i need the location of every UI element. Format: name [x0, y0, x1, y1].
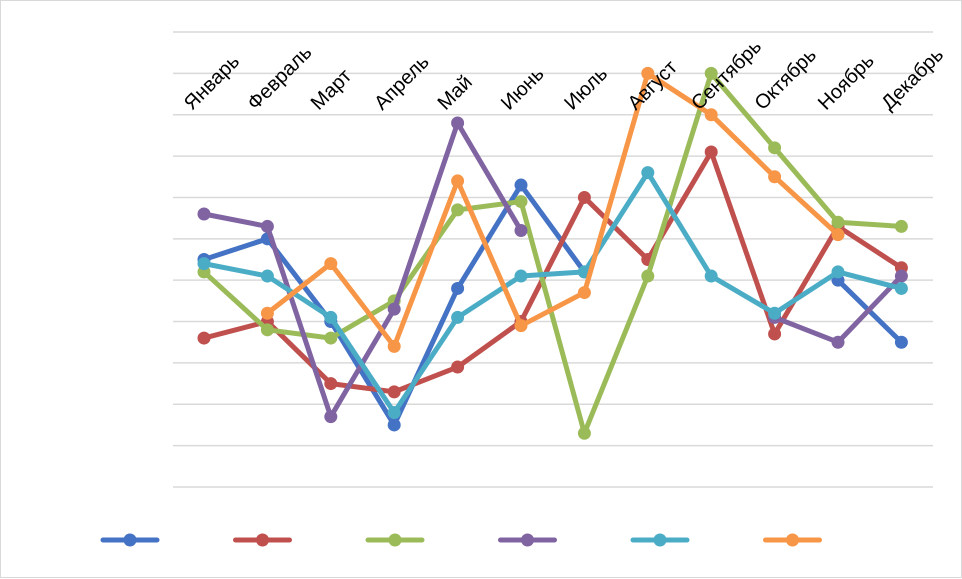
- data-point: [894, 269, 908, 283]
- legend-marker: [256, 533, 269, 547]
- legend-entry: [100, 533, 160, 547]
- data-point: [704, 66, 718, 80]
- data-point: [577, 286, 591, 300]
- series-6: [260, 66, 845, 353]
- data-point: [197, 331, 211, 345]
- x-tick-label: Август: [624, 56, 682, 114]
- data-point: [768, 306, 782, 320]
- x-tick-label: Декабрь: [877, 44, 948, 115]
- data-point: [514, 224, 528, 238]
- data-point: [324, 410, 338, 424]
- data-point: [451, 116, 465, 130]
- series-4: [197, 116, 908, 424]
- legend-marker: [786, 533, 799, 547]
- data-point: [768, 141, 782, 155]
- series-line: [201, 70, 904, 436]
- series-1: [197, 178, 908, 432]
- data-point: [324, 257, 338, 271]
- legend-entry: [498, 533, 557, 547]
- data-point: [514, 269, 528, 283]
- legend-entry: [365, 533, 425, 547]
- x-tick-label: Июнь: [497, 63, 549, 115]
- data-point: [894, 281, 908, 295]
- series-lines: [197, 66, 908, 440]
- data-point: [451, 203, 465, 217]
- data-point: [197, 207, 211, 221]
- data-point: [894, 335, 908, 349]
- data-point: [768, 170, 782, 184]
- data-point: [704, 269, 718, 283]
- data-point: [704, 108, 718, 122]
- data-point: [260, 269, 274, 283]
- data-point: [894, 219, 908, 233]
- series-line: [201, 170, 904, 416]
- data-point: [451, 281, 465, 295]
- data-point: [260, 219, 274, 233]
- data-point: [451, 360, 465, 374]
- series-line: [264, 70, 841, 349]
- data-point: [514, 178, 528, 192]
- legend-marker: [521, 533, 534, 547]
- data-point: [831, 215, 845, 229]
- data-point: [387, 385, 401, 399]
- data-point: [704, 145, 718, 159]
- legend-marker: [388, 533, 402, 547]
- data-point: [831, 265, 845, 279]
- series-5: [197, 166, 908, 420]
- x-tick-label: Июль: [560, 63, 612, 115]
- x-tick-label: Май: [434, 71, 477, 114]
- legend-marker: [123, 533, 137, 547]
- legend-marker: [653, 533, 667, 547]
- data-point: [514, 195, 528, 209]
- x-tick-label: Ноябрь: [814, 50, 879, 115]
- data-point: [577, 426, 591, 440]
- data-point: [324, 310, 338, 324]
- data-point: [451, 174, 465, 188]
- data-point: [324, 331, 338, 345]
- data-point: [387, 302, 401, 316]
- legend-entry: [630, 533, 690, 547]
- legend: [100, 533, 822, 547]
- legend-entry: [763, 533, 822, 547]
- x-tick-label: Март: [307, 65, 356, 114]
- data-point: [260, 306, 274, 320]
- x-tick-label: Февраль: [243, 41, 316, 114]
- data-point: [641, 269, 655, 283]
- data-point: [577, 190, 591, 204]
- x-tick-label: Январь: [180, 50, 244, 114]
- data-point: [324, 377, 338, 391]
- data-point: [831, 335, 845, 349]
- data-point: [641, 166, 655, 180]
- data-point: [260, 323, 274, 337]
- data-point: [387, 418, 401, 432]
- data-point: [831, 228, 845, 242]
- data-point: [451, 310, 465, 324]
- series-line: [201, 149, 904, 395]
- data-point: [387, 406, 401, 420]
- data-point: [641, 66, 655, 80]
- data-point: [387, 339, 401, 353]
- data-point: [768, 327, 782, 341]
- series-3: [197, 66, 908, 440]
- data-point: [197, 257, 211, 271]
- x-tick-label: Апрель: [370, 51, 434, 115]
- legend-entry: [233, 533, 292, 547]
- data-point: [514, 319, 528, 333]
